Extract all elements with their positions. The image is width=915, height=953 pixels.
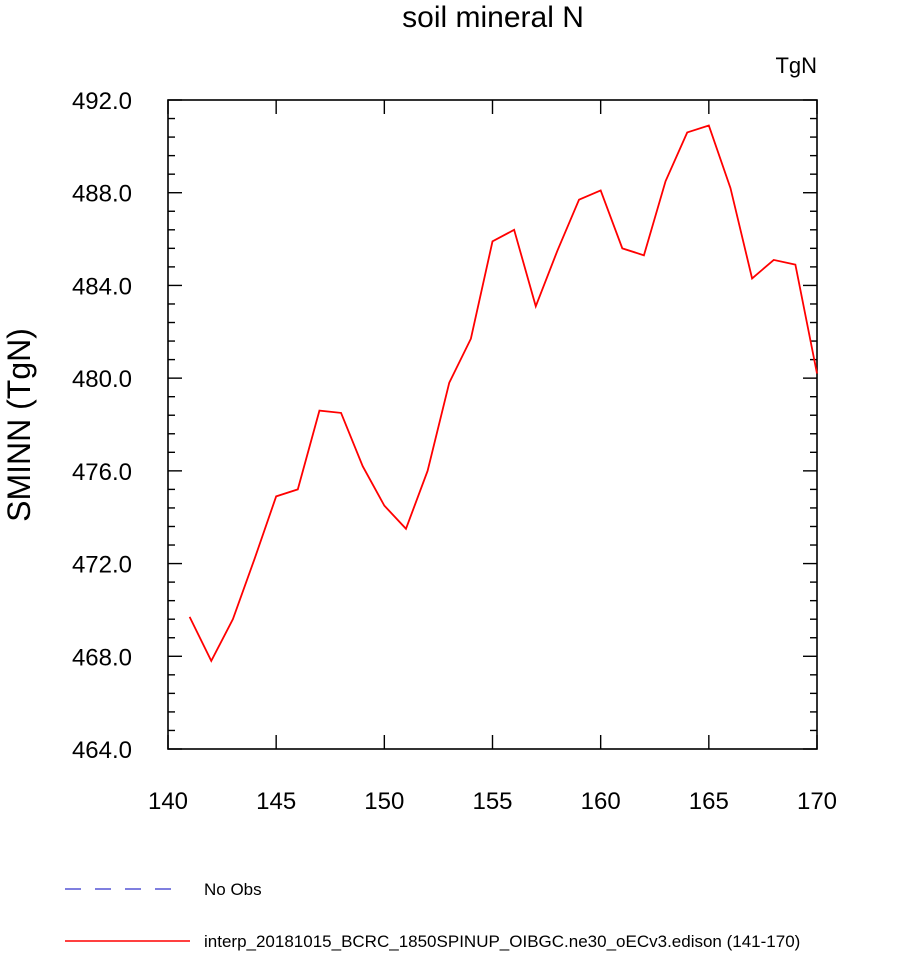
x-tick-label: 170 [797,788,837,815]
legend: No Obs interp_20181015_BCRC_1850SPINUP_O… [65,880,800,951]
y-tick-label: 472.0 [72,552,132,579]
y-tick-label: 464.0 [72,737,132,764]
x-tick-label: 155 [472,788,512,815]
axis-ticks [167,99,818,750]
x-tick-label: 140 [148,788,188,815]
series-line-model [188,124,818,663]
legend-label-model: interp_20181015_BCRC_1850SPINUP_OIBGC.ne… [204,932,800,951]
x-tick-label: 165 [689,788,729,815]
y-tick-label: 468.0 [72,644,132,671]
x-tick-label: 145 [256,788,296,815]
series-group [188,124,818,663]
y-tick-label: 484.0 [72,273,132,300]
y-tick-label: 476.0 [72,459,132,486]
plot-frame [167,99,818,750]
axis-tick-labels: 140 145 150 155 160 165 170 464.0 468.0 472.0 476.… [72,88,837,815]
y-axis-label: SMINN (TgN) [1,328,37,522]
chart-title: soil mineral N [402,1,584,34]
x-tick-label: 150 [364,788,404,815]
y-tick-label: 492.0 [72,88,132,115]
y-tick-label: 480.0 [72,366,132,393]
y-tick-label: 488.0 [72,181,132,208]
units-label: TgN [775,53,817,78]
legend-label-no-obs: No Obs [204,880,262,899]
x-tick-label: 160 [581,788,621,815]
